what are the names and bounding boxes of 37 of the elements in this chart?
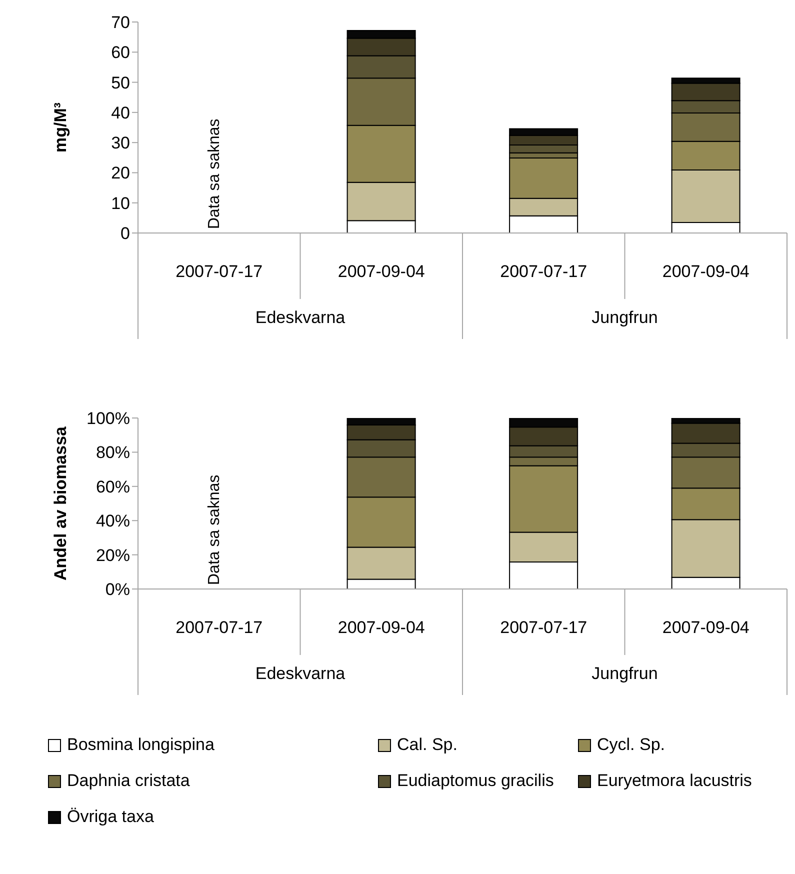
y-axis-title: Andel av biomassa — [51, 426, 70, 581]
x-tick-label: 2007-09-04 — [662, 618, 750, 637]
x-tick-label: 2007-09-04 — [338, 618, 425, 637]
x-tick-label: 2007-07-17 — [500, 618, 588, 637]
x-tick-label: 2007-09-04 — [662, 262, 750, 281]
y-tick-label: 10 — [111, 194, 130, 213]
y-tick-label: 100% — [86, 409, 130, 428]
text: Edeskvarna — [255, 664, 346, 683]
y-tick-label: 40 — [111, 103, 130, 122]
x-tick-label: 2007-07-17 — [176, 262, 263, 281]
y-axis-title: mg/M³ — [51, 102, 70, 153]
y-tick-label: 70 — [111, 13, 130, 32]
text: Jungfrun — [592, 308, 658, 327]
legend-label: Daphnia cristata — [67, 771, 190, 791]
legend-label: Cycl. Sp. — [597, 735, 666, 755]
x-tick-label: 2007-07-17 — [176, 618, 263, 637]
y-tick-label: 60 — [111, 43, 130, 62]
y-tick-label: 60% — [96, 477, 130, 496]
x-tick-label: 2007-07-17 — [500, 262, 588, 281]
y-tick-label: 50 — [111, 73, 130, 92]
legend-label: Euryetmora lacustris — [597, 771, 752, 791]
y-tick-label: 80% — [96, 443, 130, 462]
y-tick-label: 0 — [120, 224, 130, 244]
legend-label: Övriga taxa — [67, 807, 154, 827]
x-tick-label: 2007-09-04 — [338, 262, 425, 281]
y-tick-label: 20% — [96, 546, 130, 565]
annotation: Data sa saknas — [206, 118, 224, 229]
text: Jungfrun — [592, 664, 658, 683]
legend-label: Eudiaptomus gracilis — [397, 771, 554, 791]
y-tick-label: 20 — [111, 164, 130, 183]
y-tick-label: 40% — [96, 512, 130, 531]
y-tick-label: 30 — [111, 134, 130, 153]
annotation: Data sa saknas — [206, 474, 224, 585]
legend-label: Bosmina longispina — [67, 735, 214, 755]
text: Edeskvarna — [255, 308, 346, 327]
legend-label: Cal. Sp. — [397, 735, 458, 755]
y-tick-label: 0% — [105, 580, 130, 600]
